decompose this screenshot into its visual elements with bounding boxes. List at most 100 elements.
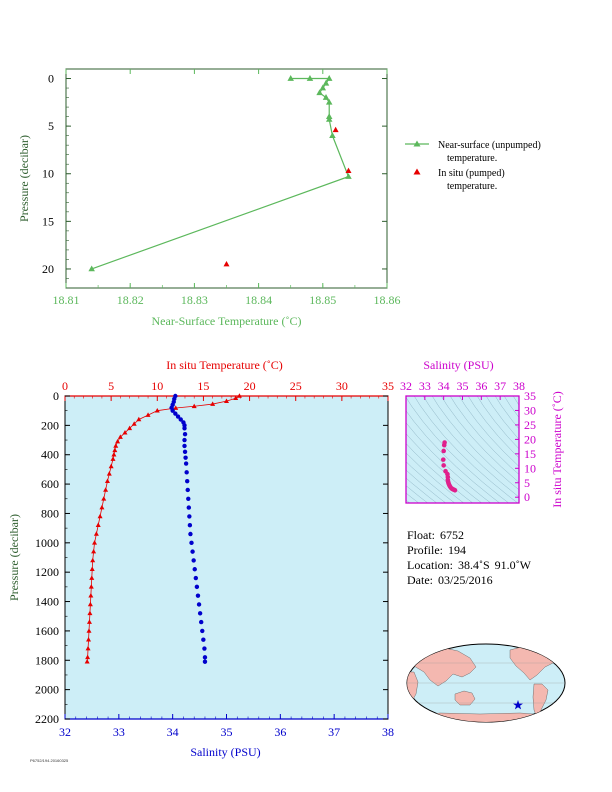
ts-point <box>441 463 446 468</box>
ts-density-contour <box>422 396 519 498</box>
salinity-profile-point <box>192 567 197 572</box>
legend-marker-in-situ <box>413 168 421 175</box>
ts-density-contour <box>413 396 518 503</box>
ts-x-axis-label: Salinity (PSU) <box>423 358 493 372</box>
temp-tick-label: 10 <box>151 379 163 393</box>
salinity-profile-point <box>191 558 196 563</box>
location-lat: 38.4˚S <box>457 558 490 572</box>
legend-label-near-surface-2: temperature. <box>447 153 497 164</box>
ts-ytick-label: 15 <box>524 447 536 461</box>
temp-tick-label: 25 <box>290 379 302 393</box>
ts-density-contour <box>440 396 519 483</box>
pressure-tick-label: 800 <box>41 506 59 520</box>
ts-density-contour <box>449 396 519 475</box>
temperature-profile-point <box>87 601 93 607</box>
ts-density-contour <box>406 469 446 503</box>
ts-ytick-label: 35 <box>524 389 536 403</box>
temperature-profile-point <box>210 401 216 406</box>
salinity-profile-point <box>182 443 187 449</box>
ts-ytick-label: 10 <box>524 461 536 475</box>
salinity-profile-point <box>196 602 202 607</box>
ts-density-contour <box>467 396 519 459</box>
pressure-tick-label: 1600 <box>35 624 59 638</box>
near-surface-point <box>287 75 294 81</box>
ts-xtick-label: 34 <box>438 379 450 393</box>
in-situ-point <box>223 260 230 267</box>
temperature-profile-point <box>84 659 90 664</box>
salinity-profile-point <box>170 408 175 413</box>
temp-tick-label: 35 <box>382 379 394 393</box>
temperature-profile-point <box>233 395 239 401</box>
top-ytick-label: 20 <box>42 262 54 276</box>
salinity-profile-point <box>175 414 181 419</box>
ts-xtick-label: 36 <box>475 379 487 393</box>
top-xtick-label: 18.86 <box>374 293 401 307</box>
near-surface-point <box>306 75 314 81</box>
temp-tick-label: 5 <box>108 379 114 393</box>
temperature-profile-point <box>115 438 121 444</box>
salinity-profile-point <box>197 611 203 616</box>
pressure-tick-label: 600 <box>41 477 59 491</box>
ts-xtick-label: 35 <box>457 379 469 393</box>
temperature-profile-point <box>103 487 109 492</box>
sal-tick-label: 38 <box>382 725 394 739</box>
ts-density-contour <box>406 477 437 503</box>
map-land-south-america <box>532 683 549 719</box>
float-location-marker <box>513 700 523 710</box>
ts-ytick-label: 25 <box>524 418 536 432</box>
salinity-profile-point <box>183 455 188 460</box>
pressure-tick-label: 1200 <box>35 565 59 579</box>
profile-frame <box>64 395 389 720</box>
temperature-profile-point <box>89 575 95 580</box>
near-surface-point <box>322 94 330 100</box>
salinity-profile-point <box>182 437 187 443</box>
ts-density-contour <box>458 396 519 467</box>
temp-tick-label: 15 <box>197 379 209 393</box>
temperature-profile-point <box>86 619 92 624</box>
float-value: 6752 <box>440 528 465 542</box>
temperature-profile-point <box>131 421 137 426</box>
pressure-tick-label: 0 <box>53 389 59 403</box>
pressure-tick-label: 1800 <box>35 653 59 667</box>
ts-density-contour <box>406 461 455 503</box>
temperature-profile-point <box>97 513 103 519</box>
ts-point <box>441 448 446 454</box>
near-surface-point <box>329 132 336 138</box>
sal-tick-label: 33 <box>113 725 125 739</box>
ts-density-contour <box>406 422 491 503</box>
legend-label-in-situ-2: temperature. <box>447 181 497 192</box>
profile-value: 194 <box>448 543 466 557</box>
ts-point <box>440 457 446 462</box>
ts-density-contours <box>406 391 612 513</box>
legend: Near-surface (unpumped) temperature. In … <box>405 140 541 192</box>
near-surface-point <box>319 84 327 91</box>
ts-density-contour <box>494 396 519 430</box>
top-xtick-label: 18.82 <box>117 293 144 307</box>
location-label: Location: <box>407 558 453 572</box>
world-map <box>406 643 566 723</box>
salinity-profile-point <box>190 549 195 554</box>
temperature-profile-point <box>136 416 142 422</box>
salinity-profile-point <box>187 523 193 528</box>
salinity-profile-point <box>182 431 188 437</box>
top-x-axis-label: Near-Surface Temperature (˚C) <box>152 314 302 328</box>
temperature-profile-point <box>99 504 105 510</box>
temperature-profile-point <box>104 478 110 483</box>
temperature-profile-point <box>110 456 116 461</box>
ts-ytick-label: 20 <box>524 432 536 446</box>
ts-density-contour <box>406 452 464 503</box>
footer-id: P6752/194.20160325 <box>30 758 69 763</box>
salinity-profile-point <box>195 593 201 598</box>
ts-density-contour <box>528 391 612 513</box>
top-xtick-label: 18.85 <box>309 293 336 307</box>
float-info-profile: Profile: 194 <box>407 543 466 558</box>
temperature-profile-point <box>86 637 92 642</box>
ts-y-axis-label: In situ Temperature (˚C) <box>550 391 564 508</box>
temperature-profile-point <box>86 628 92 633</box>
ts-xtick-label: 37 <box>494 379 506 393</box>
temperature-profile-point <box>154 407 160 413</box>
salinity-profile-point <box>198 619 204 625</box>
temperature-profile-point <box>145 412 151 417</box>
temperature-profile-point <box>236 393 242 398</box>
